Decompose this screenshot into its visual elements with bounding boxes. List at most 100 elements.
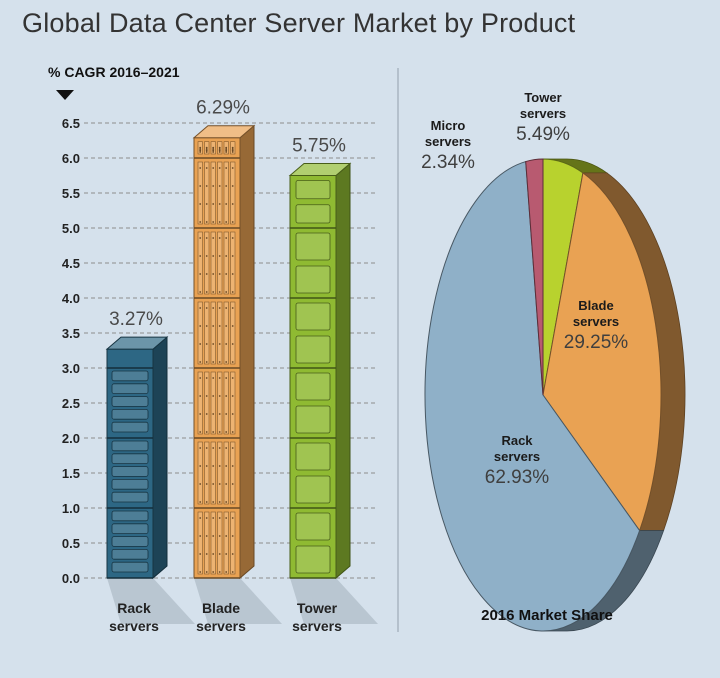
rack-tray [111,421,149,433]
blade-led [199,361,202,363]
y-tick-label: 4.0 [62,291,80,306]
x-category-label: Tower [297,600,338,616]
blade-led [218,553,221,555]
y-tick-label: 2.0 [62,431,80,446]
bar-2 [192,124,282,624]
bar-shadow [290,578,378,624]
blade-led [225,501,228,503]
blade-led [199,535,202,537]
x-category-label: servers [196,618,246,634]
blade-led [225,465,228,467]
blade-led [199,377,202,379]
rack-tray [111,408,149,420]
blade-led [212,273,215,275]
rack-tray [111,561,149,573]
blade-led [199,149,202,152]
page-title: Global Data Center Server Market by Prod… [22,8,576,38]
y-tick-label: 2.5 [62,396,80,411]
blade-led [231,146,234,149]
bar-side [335,162,351,580]
blade-led [218,221,221,223]
blade-led [231,237,234,239]
blade-led [199,255,202,257]
blade-slot [223,441,229,505]
blade-led [205,291,208,293]
pie-label-rack: servers [494,449,540,464]
blade-led [199,517,202,519]
pie-slices [424,158,662,632]
blade-led [231,395,234,397]
blade-led [231,148,234,151]
blade-led [218,431,221,433]
blade-led [199,431,202,433]
blade-slot [217,161,223,225]
y-tick-label: 1.0 [62,501,80,516]
bar-value-label: 3.27% [109,309,163,330]
blade-led [225,377,228,379]
blade-led [205,535,208,537]
blade-led [225,149,228,152]
blade-slot [204,301,210,365]
y-tick-label: 3.0 [62,361,80,376]
blade-led [199,343,202,345]
tower-bay [295,265,331,294]
pie-label-micro: servers [425,134,471,149]
blade-led [212,237,215,239]
blade-led [225,203,228,205]
blade-led [225,343,228,345]
blade-led [231,325,234,327]
blade-slot [204,161,210,225]
blade-led [205,447,208,449]
rack-tray [111,453,149,464]
blade-led [212,395,215,397]
blade-led [218,255,221,257]
blade-led [212,361,215,363]
blade-slot [210,161,216,225]
blade-slot [210,441,216,505]
rack-tray [111,478,149,490]
blade-led [231,431,234,433]
blade-led [199,185,202,187]
blade-led [212,483,215,485]
blade-led [205,237,208,239]
rack-tray [111,491,149,503]
pie-label-tower: servers [520,106,566,121]
blade-led [212,325,215,327]
blade-led [212,291,215,293]
blade-led [212,535,215,537]
y-tick-label: 1.5 [62,466,80,481]
blade-slot [230,301,236,365]
blade-led [225,167,228,169]
y-tick-label: 3.5 [62,326,80,341]
pie-value-micro: 2.34% [421,152,475,173]
blade-led [218,148,221,151]
blade-led [225,447,228,449]
y-tick-label: 6.0 [62,151,80,166]
blade-led [225,535,228,537]
x-category-label: Rack [117,600,151,616]
blade-led [231,151,234,153]
blade-led [199,307,202,309]
bar-3 [288,162,378,624]
blade-slot [197,231,203,295]
pie-label-blade: servers [573,314,619,329]
bar-top [288,163,352,176]
blade-slot [204,441,210,505]
blade-led [199,483,202,485]
tower-bay [295,335,331,364]
blade-led [205,413,208,415]
tower-bay [295,372,331,401]
bar-side [239,124,255,580]
blade-led [218,501,221,503]
blade-led [225,221,228,223]
blade-led [231,221,234,223]
y-tick-label: 6.5 [62,116,80,131]
blade-led [231,553,234,555]
blade-led [225,553,228,555]
blade-led [212,149,215,152]
bar-top [192,125,256,139]
blade-led [212,167,215,169]
rack-tray [111,440,149,452]
blade-slot [223,301,229,365]
blade-led [218,291,221,293]
